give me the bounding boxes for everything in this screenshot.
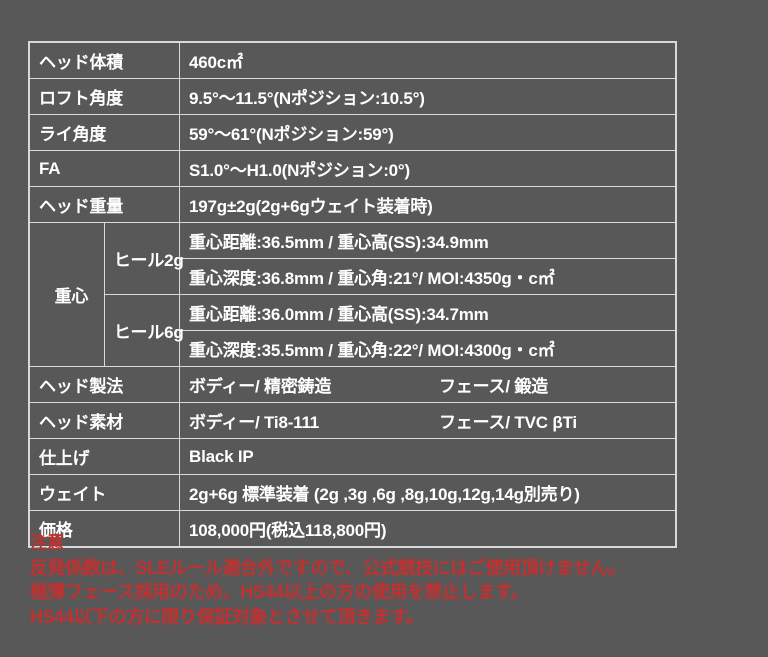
row-value-heel-6g-line-2: 重心深度:35.5mm / 重心角:22°/ MOI:4300g・c㎡ — [179, 330, 677, 367]
row-value-price: 108,000円(税込118,800円) — [179, 510, 677, 548]
head-volume-text: 460c㎡ — [189, 53, 243, 72]
row-value-head-material: ボディー/ Ti8-111 フェース/ TVC βTi — [179, 402, 677, 439]
table-row: ロフト角度 9.5°〜11.5°(Nポジション:10.5°) — [28, 78, 677, 115]
table-row: 仕上げ Black IP — [28, 438, 677, 475]
table-row: 価格 108,000円(税込118,800円) — [28, 510, 677, 548]
spec-table-container: ヘッド体積 460c㎡ ロフト角度 9.5°〜11.5°(Nポジション:10.5… — [28, 41, 677, 548]
row-value-weight: 2g+6g 標準装着 (2g ,3g ,6g ,8g,10g,12g,14g別売… — [179, 474, 677, 511]
table-row: ライ角度 59°〜61°(Nポジション:59°) — [28, 114, 677, 151]
row-label-weight: ウェイト — [28, 474, 180, 511]
notice-line-3: HS44以下の方に限り保証対象とさせて頂きます。 — [30, 606, 424, 627]
row-value-finish: Black IP — [179, 438, 677, 475]
row-value-head-volume: 460c㎡ — [179, 41, 677, 79]
notice-title: 注意 — [30, 533, 64, 552]
table-row: ヘッド体積 460c㎡ — [28, 41, 677, 79]
row-label-price: 価格 — [28, 510, 180, 548]
row-label-head-material: ヘッド素材 — [28, 402, 180, 439]
row-label-lie-angle: ライ角度 — [28, 114, 180, 151]
row-value-head-weight: 197g±2g(2g+6gウェイト装着時) — [179, 186, 677, 223]
row-value-heel-2g-line-2: 重心深度:36.8mm / 重心角:21°/ MOI:4350g・c㎡ — [179, 258, 677, 295]
spec-table: ヘッド体積 460c㎡ ロフト角度 9.5°〜11.5°(Nポジション:10.5… — [28, 41, 677, 548]
table-row: ヒール6g 重心距離:36.0mm / 重心高(SS):34.7mm — [29, 294, 677, 367]
head-material-body: ボディー/ Ti8-111 — [189, 413, 320, 432]
row-value-heel-2g-line-1: 重心距離:36.5mm / 重心高(SS):34.9mm — [179, 222, 677, 259]
table-row: 重心深度:36.8mm / 重心角:21°/ MOI:4350g・c㎡ — [29, 258, 677, 295]
row-label-head-weight: ヘッド重量 — [28, 186, 180, 223]
table-row: ヘッド素材 ボディー/ Ti8-111 フェース/ TVC βTi — [28, 402, 677, 439]
table-row: 重心深度:35.5mm / 重心角:22°/ MOI:4300g・c㎡ — [29, 330, 677, 367]
table-row: ヘッド重量 197g±2g(2g+6gウェイト装着時) — [28, 186, 677, 223]
head-material-face: フェース/ TVC βTi — [439, 413, 577, 432]
row-label-head-volume: ヘッド体積 — [28, 41, 180, 79]
row-sublabel-heel-6g: ヒール6g — [103, 294, 184, 367]
head-construction-body: ボディー/ 精密鋳造 — [189, 377, 332, 396]
row-label-head-construction: ヘッド製法 — [28, 366, 180, 403]
row-label-center-of-gravity: 重心 — [28, 222, 105, 367]
row-value-head-construction: ボディー/ 精密鋳造 フェース/ 鍛造 — [179, 366, 677, 403]
table-row: ヘッド製法 ボディー/ 精密鋳造 フェース/ 鍛造 — [28, 366, 677, 403]
row-label-finish: 仕上げ — [28, 438, 180, 475]
row-label-fa: FA — [28, 150, 180, 187]
notice-block: 注意 反発係数は、SLEルール適合外ですので、公式競技にはご使用頂けません。 極… — [30, 531, 760, 629]
head-construction-face: フェース/ 鍛造 — [439, 377, 548, 396]
row-value-heel-6g-line-1: 重心距離:36.0mm / 重心高(SS):34.7mm — [179, 294, 677, 331]
row-label-loft-angle: ロフト角度 — [28, 78, 180, 115]
table-row: ウェイト 2g+6g 標準装着 (2g ,3g ,6g ,8g,10g,12g,… — [28, 474, 677, 511]
row-sublabel-heel-2g: ヒール2g — [103, 222, 184, 295]
notice-line-2: 極薄フェース採用のため、HS44以上の方の使用を禁止します。 — [30, 582, 529, 602]
row-value-fa: S1.0°〜H1.0(Nポジション:0°) — [179, 150, 677, 187]
row-value-loft-angle: 9.5°〜11.5°(Nポジション:10.5°) — [179, 78, 677, 115]
table-row: 重心 ヒール2g 重心距離:36.5mm / 重心高(SS):34.9mm — [28, 222, 677, 367]
notice-line-1: 反発係数は、SLEルール適合外ですので、公式競技にはご使用頂けません。 — [30, 557, 626, 578]
row-value-lie-angle: 59°〜61°(Nポジション:59°) — [179, 114, 677, 151]
table-row: FA S1.0°〜H1.0(Nポジション:0°) — [28, 150, 677, 187]
